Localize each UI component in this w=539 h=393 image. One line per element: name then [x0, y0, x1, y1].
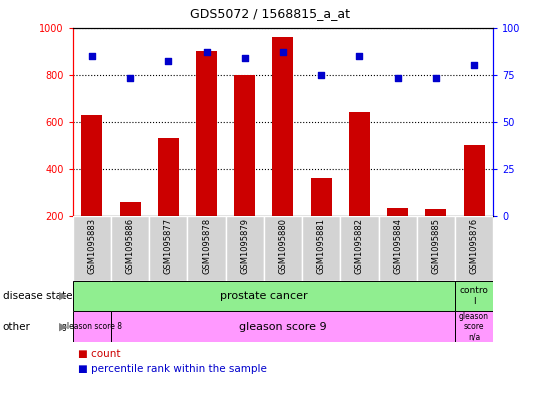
- Bar: [302, 216, 340, 281]
- Text: GSM1095880: GSM1095880: [279, 218, 287, 274]
- Text: disease state: disease state: [3, 291, 72, 301]
- Text: gleason
score
n/a: gleason score n/a: [459, 312, 489, 342]
- Text: GSM1095879: GSM1095879: [240, 218, 249, 274]
- Text: GSM1095883: GSM1095883: [87, 218, 96, 274]
- Point: [393, 75, 402, 81]
- Point: [432, 75, 440, 81]
- Bar: [158, 138, 179, 216]
- Bar: [234, 75, 255, 216]
- Text: GSM1095882: GSM1095882: [355, 218, 364, 274]
- Bar: [340, 216, 378, 281]
- Point: [126, 75, 134, 81]
- Bar: [455, 216, 493, 281]
- Text: ▶: ▶: [59, 321, 67, 332]
- Bar: [264, 216, 302, 281]
- Bar: [120, 202, 141, 216]
- Bar: [387, 208, 408, 216]
- Text: GDS5072 / 1568815_a_at: GDS5072 / 1568815_a_at: [190, 7, 349, 20]
- Text: ▶: ▶: [59, 291, 67, 301]
- Bar: [310, 178, 331, 216]
- Bar: [149, 216, 188, 281]
- Bar: [111, 311, 455, 342]
- Point: [202, 49, 211, 55]
- Bar: [349, 112, 370, 216]
- Bar: [73, 311, 111, 342]
- Text: GSM1095878: GSM1095878: [202, 218, 211, 274]
- Bar: [188, 216, 226, 281]
- Bar: [196, 51, 217, 216]
- Bar: [273, 37, 294, 216]
- Text: GSM1095877: GSM1095877: [164, 218, 173, 274]
- Point: [355, 53, 364, 59]
- Point: [279, 49, 287, 55]
- Text: GSM1095885: GSM1095885: [431, 218, 440, 274]
- Text: contro
l: contro l: [460, 286, 488, 306]
- Text: ■ count: ■ count: [78, 349, 121, 359]
- Bar: [378, 216, 417, 281]
- Point: [164, 58, 172, 64]
- Text: GSM1095881: GSM1095881: [317, 218, 326, 274]
- Point: [317, 72, 326, 78]
- Bar: [455, 281, 493, 311]
- Bar: [455, 311, 493, 342]
- Text: gleason score 9: gleason score 9: [239, 321, 327, 332]
- Bar: [111, 216, 149, 281]
- Bar: [464, 145, 485, 216]
- Text: gleason score 8: gleason score 8: [62, 322, 122, 331]
- Bar: [417, 216, 455, 281]
- Bar: [73, 216, 111, 281]
- Text: prostate cancer: prostate cancer: [220, 291, 308, 301]
- Point: [240, 55, 249, 61]
- Bar: [81, 115, 102, 216]
- Point: [87, 53, 96, 59]
- Text: other: other: [3, 321, 31, 332]
- Text: ■ percentile rank within the sample: ■ percentile rank within the sample: [78, 364, 267, 375]
- Text: GSM1095876: GSM1095876: [469, 218, 479, 274]
- Text: GSM1095884: GSM1095884: [393, 218, 402, 274]
- Text: GSM1095886: GSM1095886: [126, 218, 135, 274]
- Bar: [425, 209, 446, 216]
- Point: [470, 62, 479, 68]
- Bar: [226, 216, 264, 281]
